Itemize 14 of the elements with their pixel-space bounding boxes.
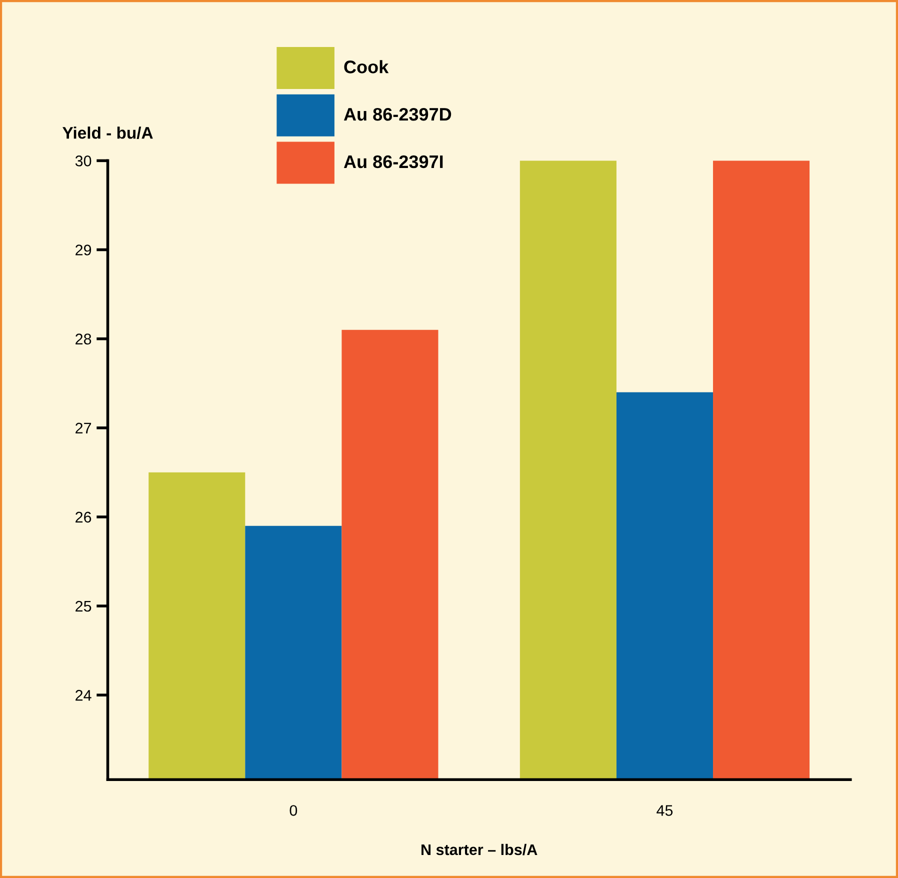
y-tick-label: 29 xyxy=(76,244,92,256)
x-axis-title: N starter – lbs/A xyxy=(422,844,538,856)
y-tick-label: 26 xyxy=(76,512,92,523)
y-tick-label: 25 xyxy=(76,600,92,612)
legend-label: Au 86-2397D xyxy=(344,108,452,121)
x-tick-label: 45 xyxy=(656,805,673,816)
y-tick-label: 27 xyxy=(76,422,92,434)
legend-label: Au 86-2397I xyxy=(344,155,443,168)
y-tick-label: 24 xyxy=(76,690,92,701)
y-tick-label: 30 xyxy=(75,156,92,166)
legend-label: Cook xyxy=(344,60,389,74)
x-tick-label: 0 xyxy=(290,805,298,816)
y-tick-label: 28 xyxy=(76,334,92,344)
y-axis-title: Yield - bu/A xyxy=(62,126,153,139)
